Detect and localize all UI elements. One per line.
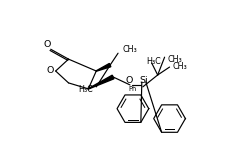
Text: O: O <box>125 76 133 85</box>
Text: CH₃: CH₃ <box>167 55 182 64</box>
Polygon shape <box>96 64 111 71</box>
Text: H₃C: H₃C <box>79 85 93 94</box>
Text: O: O <box>43 40 50 49</box>
Text: H₃C: H₃C <box>146 57 161 66</box>
Text: CH₃: CH₃ <box>122 45 137 54</box>
Text: CH₃: CH₃ <box>173 62 187 71</box>
Polygon shape <box>88 75 114 89</box>
Text: Ph: Ph <box>129 86 137 92</box>
Text: O: O <box>46 66 53 75</box>
Text: Si: Si <box>140 76 148 85</box>
